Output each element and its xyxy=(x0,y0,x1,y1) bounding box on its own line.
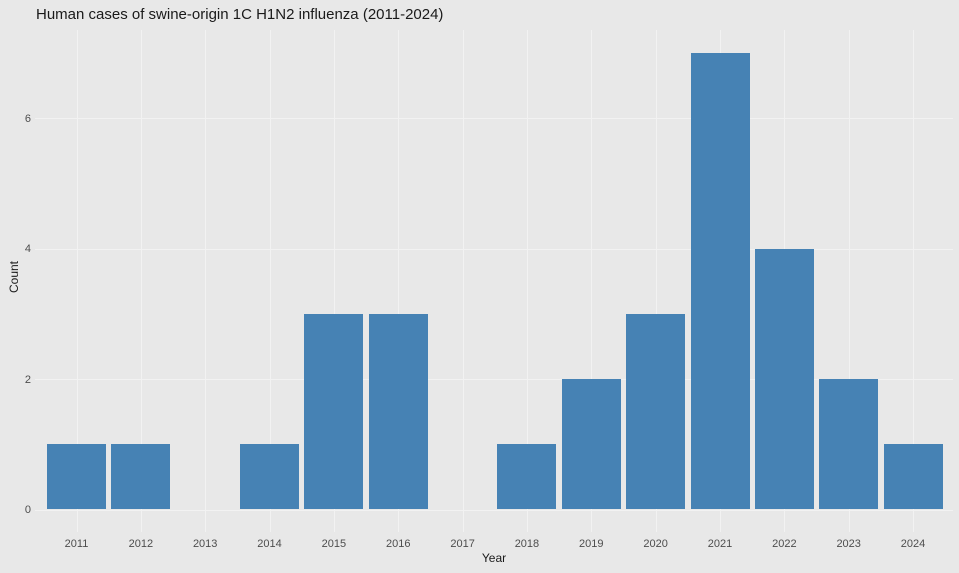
bar-2024 xyxy=(883,444,943,510)
chart-title: Human cases of swine-origin 1C H1N2 infl… xyxy=(36,6,444,23)
x-tick-label-2021: 2021 xyxy=(707,538,733,550)
bar-2022 xyxy=(754,248,814,510)
x-tick-label-2020: 2020 xyxy=(643,538,668,550)
y-tick-label-4: 4 xyxy=(24,243,31,256)
bar-2012 xyxy=(111,444,171,510)
bar-2011 xyxy=(47,444,106,510)
hgridline-0 xyxy=(35,509,953,511)
x-tick-label-2012: 2012 xyxy=(128,538,154,550)
y-tick-label-0: 0 xyxy=(24,504,31,516)
x-tick-label-2014: 2014 xyxy=(257,538,282,550)
vgridline-2012 xyxy=(140,30,142,532)
x-tick-label-2018: 2018 xyxy=(514,538,540,550)
plot-panel xyxy=(35,30,953,532)
vgridline-2014 xyxy=(269,30,271,532)
vgridline-2011 xyxy=(76,30,78,532)
bar-2016 xyxy=(368,313,428,510)
vgridline-2016 xyxy=(398,30,400,532)
bar-2023 xyxy=(819,379,879,510)
vgridline-2017 xyxy=(462,30,464,532)
x-tick-label-2013: 2013 xyxy=(192,538,218,550)
vgridline-2015 xyxy=(333,30,335,532)
x-tick-label-2023: 2023 xyxy=(836,538,861,550)
y-tick-label-6: 6 xyxy=(24,112,31,125)
vgridline-2018 xyxy=(526,30,528,532)
hgridline-6 xyxy=(35,118,953,120)
x-tick-label-2024: 2024 xyxy=(900,538,926,550)
vgridline-2023 xyxy=(848,30,850,532)
bar-2015 xyxy=(304,313,364,510)
bar-2014 xyxy=(240,444,300,510)
x-axis-title: Year xyxy=(481,551,507,565)
y-tick-label-2: 2 xyxy=(24,373,31,386)
bar-2020 xyxy=(626,313,686,510)
vgridline-2019 xyxy=(591,30,593,532)
bar-2021 xyxy=(690,53,750,510)
vgridline-2020 xyxy=(655,30,657,532)
x-tick-label-2011: 2011 xyxy=(64,538,89,550)
x-tick-label-2016: 2016 xyxy=(386,538,411,550)
bar-2019 xyxy=(561,379,621,510)
x-tick-label-2017: 2017 xyxy=(450,538,475,550)
bar-2018 xyxy=(497,444,557,510)
x-tick-label-2022: 2022 xyxy=(772,538,797,550)
hgridline-4 xyxy=(35,248,953,250)
x-tick-label-2015: 2015 xyxy=(321,538,347,550)
hgridline-2 xyxy=(35,379,953,381)
vgridline-2013 xyxy=(205,30,207,532)
vgridline-2024 xyxy=(913,30,915,532)
x-tick-label-2019: 2019 xyxy=(579,538,604,550)
